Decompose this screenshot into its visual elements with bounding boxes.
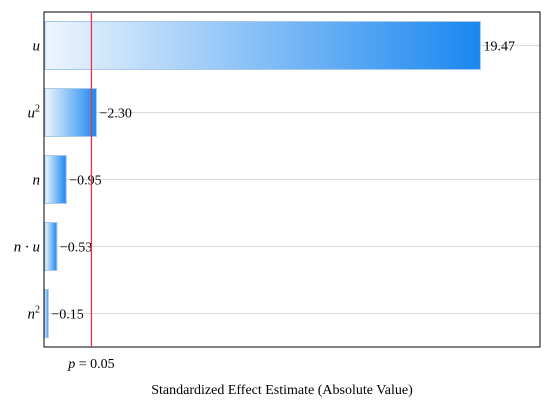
category-label: n2 — [28, 305, 41, 323]
value-label: −0.15 — [51, 308, 83, 323]
bar — [44, 222, 58, 271]
value-label: −0.53 — [60, 241, 92, 256]
x-axis-title: Standardized Effect Estimate (Absolute V… — [151, 383, 413, 398]
bar — [44, 88, 97, 137]
bar — [44, 21, 481, 70]
category-label: n · u — [14, 240, 40, 256]
category-label: u — [33, 39, 41, 55]
category-label: n — [33, 173, 41, 189]
gridlines — [44, 45, 540, 314]
value-labels: 19.47 −2.30 −0.95 −0.53 −0.15 — [51, 40, 515, 323]
bars — [44, 21, 481, 338]
category-labels: u u2 n n · u n2 — [14, 39, 40, 323]
bar — [44, 155, 67, 204]
value-label: −0.95 — [69, 174, 101, 189]
value-label: 19.47 — [483, 40, 514, 55]
value-label: −2.30 — [99, 107, 131, 122]
category-label: u2 — [28, 104, 41, 122]
bar — [44, 289, 49, 338]
plot-frame — [43, 11, 541, 348]
significance-label: p = 0.05 — [67, 357, 114, 372]
